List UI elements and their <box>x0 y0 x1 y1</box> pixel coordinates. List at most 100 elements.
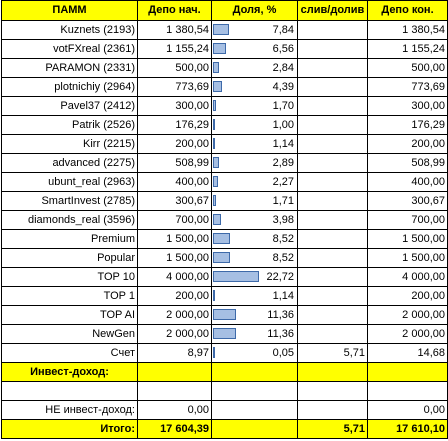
share-bar <box>213 214 221 225</box>
pamm-name: ubunt_real (2963) <box>1 172 138 192</box>
table-row: Premium 1 500,00 8,52 1 500,00 <box>1 229 448 249</box>
table-row: Popular 1 500,00 8,52 1 500,00 <box>1 248 448 268</box>
table-row: Pavel37 (2412) 300,00 1,70 300,00 <box>1 96 448 116</box>
table-row: NewGen 2 000,00 11,36 2 000,00 <box>1 324 448 344</box>
table-row: diamonds_real (3596) 700,00 3,98 700,00 <box>1 210 448 230</box>
share-value: 11,36 <box>267 308 294 321</box>
share-cell: 1,71 <box>211 191 298 211</box>
flow-value <box>297 324 368 344</box>
share-cell: 2,27 <box>211 172 298 192</box>
empty-cell <box>367 381 448 401</box>
table-row: PARAMON (2331) 500,00 2,84 500,00 <box>1 58 448 78</box>
share-bar <box>213 195 216 206</box>
start-deposit: 700,00 <box>137 210 212 230</box>
pamm-name: Kuznets (2193) <box>1 20 138 40</box>
start-deposit: 176,29 <box>137 115 212 135</box>
start-deposit: 1 155,24 <box>137 39 212 59</box>
share-bar <box>213 81 222 92</box>
start-deposit: 4 000,00 <box>137 267 212 287</box>
pamm-name: Pavel37 (2412) <box>1 96 138 116</box>
flow-value <box>297 39 368 59</box>
end-deposit: 1 500,00 <box>367 229 448 249</box>
share-bar <box>213 233 230 244</box>
header-share: Доля, % <box>211 0 298 21</box>
header-flow: слив/долив <box>297 0 368 21</box>
flow-value <box>297 210 368 230</box>
share-value: 1,14 <box>272 289 294 302</box>
pamm-name: Popular <box>1 248 138 268</box>
total-end: 17 610,10 <box>367 419 448 439</box>
end-deposit: 14,68 <box>367 343 448 363</box>
table-row: plotnichiy (2964) 773,69 4,39 773,69 <box>1 77 448 97</box>
share-bar <box>213 176 218 187</box>
start-deposit: 2 000,00 <box>137 324 212 344</box>
flow-value <box>297 115 368 135</box>
pamm-name: TOP 10 <box>1 267 138 287</box>
share-value: 1,14 <box>272 137 294 150</box>
empty-cell <box>211 419 298 439</box>
share-value: 3,98 <box>272 213 294 226</box>
pamm-name: Premium <box>1 229 138 249</box>
share-bar <box>213 138 215 149</box>
table-row: Счет 8,97 0,05 5,71 14,68 <box>1 343 448 363</box>
end-deposit: 200,00 <box>367 286 448 306</box>
empty-cell <box>211 381 298 401</box>
pamm-name: Счет <box>1 343 138 363</box>
header-row: ПАММ Депо нач. Доля, % слив/долив Депо к… <box>1 0 448 21</box>
pamm-name: TOP 1 <box>1 286 138 306</box>
share-cell: 1,00 <box>211 115 298 135</box>
end-deposit: 176,29 <box>367 115 448 135</box>
empty-cell <box>211 362 298 382</box>
end-deposit: 508,99 <box>367 153 448 173</box>
share-bar <box>213 43 226 54</box>
start-deposit: 1 500,00 <box>137 229 212 249</box>
start-deposit: 8,97 <box>137 343 212 363</box>
end-deposit: 300,00 <box>367 96 448 116</box>
empty-cell <box>297 400 368 420</box>
end-deposit: 1 155,24 <box>367 39 448 59</box>
noninvest-income-label: НЕ инвест-доход: <box>1 400 138 420</box>
flow-value: 5,71 <box>297 343 368 363</box>
share-bar <box>213 119 215 130</box>
end-deposit: 1 380,54 <box>367 20 448 40</box>
share-bar <box>213 24 229 35</box>
invest-income-label: Инвест-доход: <box>1 362 138 382</box>
share-bar <box>213 328 236 339</box>
end-deposit: 700,00 <box>367 210 448 230</box>
blank-row <box>1 381 448 401</box>
start-deposit: 300,67 <box>137 191 212 211</box>
share-bar <box>213 157 219 168</box>
start-deposit: 200,00 <box>137 286 212 306</box>
start-deposit: 508,99 <box>137 153 212 173</box>
end-deposit: 400,00 <box>367 172 448 192</box>
empty-cell <box>211 400 298 420</box>
start-deposit: 2 000,00 <box>137 305 212 325</box>
start-deposit: 1 380,54 <box>137 20 212 40</box>
table-row: Patrik (2526) 176,29 1,00 176,29 <box>1 115 448 135</box>
pamm-name: TOP AI <box>1 305 138 325</box>
table-row: votFXreal (2361) 1 155,24 6,56 1 155,24 <box>1 39 448 59</box>
end-deposit: 1 500,00 <box>367 248 448 268</box>
pamm-name: SmartInvest (2785) <box>1 191 138 211</box>
flow-value <box>297 77 368 97</box>
table-row: SmartInvest (2785) 300,67 1,71 300,67 <box>1 191 448 211</box>
empty-cell <box>297 381 368 401</box>
table-row: TOP 10 4 000,00 22,72 4 000,00 <box>1 267 448 287</box>
table-row: Kuznets (2193) 1 380,54 7,84 1 380,54 <box>1 20 448 40</box>
flow-value <box>297 96 368 116</box>
share-bar <box>213 62 219 73</box>
invest-income-row: Инвест-доход: <box>1 362 448 382</box>
share-cell: 1,70 <box>211 96 298 116</box>
flow-value <box>297 134 368 154</box>
share-value: 4,39 <box>272 80 294 93</box>
table-row: advanced (2275) 508,99 2,89 508,99 <box>1 153 448 173</box>
flow-value <box>297 153 368 173</box>
pamm-name: Patrik (2526) <box>1 115 138 135</box>
flow-value <box>297 305 368 325</box>
pamm-name: plotnichiy (2964) <box>1 77 138 97</box>
start-deposit: 773,69 <box>137 77 212 97</box>
share-cell: 0,05 <box>211 343 298 363</box>
header-end-deposit: Депо кон. <box>367 0 448 21</box>
header-start-deposit: Депо нач. <box>137 0 212 21</box>
start-deposit: 200,00 <box>137 134 212 154</box>
